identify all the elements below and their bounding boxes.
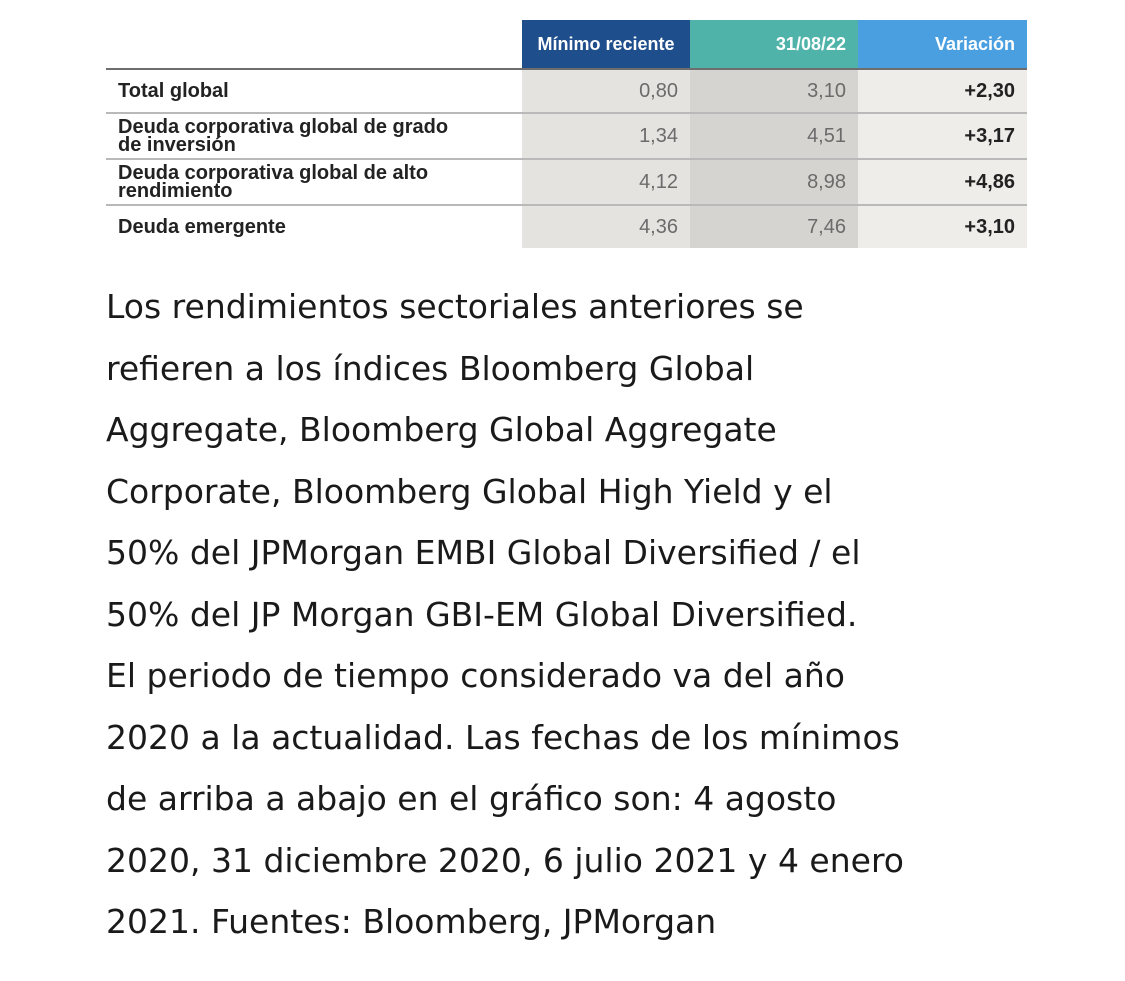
header-recent-minimum: Mínimo reciente [522, 20, 690, 69]
note-line: 50% del JP Morgan GBI-EM Global Diversif… [106, 594, 858, 634]
row-label-line: de inversión [118, 134, 236, 156]
cell-variation: +2,30 [858, 69, 1027, 113]
cell-date-value: 3,10 [690, 69, 858, 113]
header-row: Mínimo reciente 31/08/22 Variación [106, 20, 1027, 69]
note-line: de arriba a abajo en el gráfico son: 4 a… [106, 779, 837, 818]
note-line: 50% del JPMorgan EMBI Global Diversified… [106, 533, 861, 572]
cell-variation: +3,10 [858, 205, 1027, 248]
row-label-line: Deuda corporativa global de alto [118, 162, 429, 184]
row-label-line: Total global [118, 80, 229, 102]
table-body: Total global 0,80 3,10 +2,30 Deuda corpo… [106, 69, 1027, 248]
note-line: Aggregate, Bloomberg Global Aggregate [106, 410, 777, 449]
note-line: 2020 a la actualidad. Las fechas de los … [106, 717, 900, 757]
header-label-column [106, 20, 522, 69]
row-label: Total global [106, 69, 522, 113]
cell-date-value: 8,98 [690, 159, 858, 205]
row-label-line: Deuda corporativa global de grado [118, 116, 449, 138]
source-note: Los rendimientos sectoriales anteriores … [106, 276, 1066, 953]
table-row: Deuda corporativa global de alto rendimie… [106, 159, 1027, 205]
note-line: Los rendimientos sectoriales anteriores … [106, 287, 804, 326]
cell-recent-minimum: 4,12 [522, 159, 690, 205]
table-row: Deuda corporativa global de grado de inve… [106, 113, 1027, 159]
cell-date-value: 7,46 [690, 205, 858, 248]
note-line: 2021. Fuentes: Bloomberg, JPMorgan [106, 902, 717, 941]
cell-variation: +3,17 [858, 113, 1027, 159]
cell-recent-minimum: 4,36 [522, 205, 690, 248]
note-line: El periodo de tiempo considerado va del … [106, 656, 845, 695]
cell-recent-minimum: 1,34 [522, 113, 690, 159]
cell-recent-minimum: 0,80 [522, 69, 690, 113]
note-line: Corporate, Bloomberg Global High Yield y… [106, 471, 833, 511]
table-header: Mínimo reciente 31/08/22 Variación [106, 20, 1027, 69]
note-line: refieren a los índices Bloomberg Global [106, 348, 755, 388]
row-label-line: rendimiento [118, 180, 233, 202]
yields-table-container: Mínimo reciente 31/08/22 Variación Total… [106, 20, 1027, 248]
row-label-line: Deuda emergente [118, 216, 286, 238]
yields-table: Mínimo reciente 31/08/22 Variación Total… [106, 20, 1027, 248]
cell-date-value: 4,51 [690, 113, 858, 159]
header-date: 31/08/22 [690, 20, 858, 69]
cell-variation: +4,86 [858, 159, 1027, 205]
table-row: Total global 0,80 3,10 +2,30 [106, 69, 1027, 113]
row-label: Deuda corporativa global de alto rendimie… [106, 159, 522, 205]
table-row: Deuda emergente 4,36 7,46 +3,10 [106, 205, 1027, 248]
row-label: Deuda emergente [106, 205, 522, 248]
header-variation: Variación [858, 20, 1027, 69]
note-line: 2020, 31 diciembre 2020, 6 julio 2021 y … [106, 840, 904, 880]
row-label: Deuda corporativa global de grado de inve… [106, 113, 522, 159]
